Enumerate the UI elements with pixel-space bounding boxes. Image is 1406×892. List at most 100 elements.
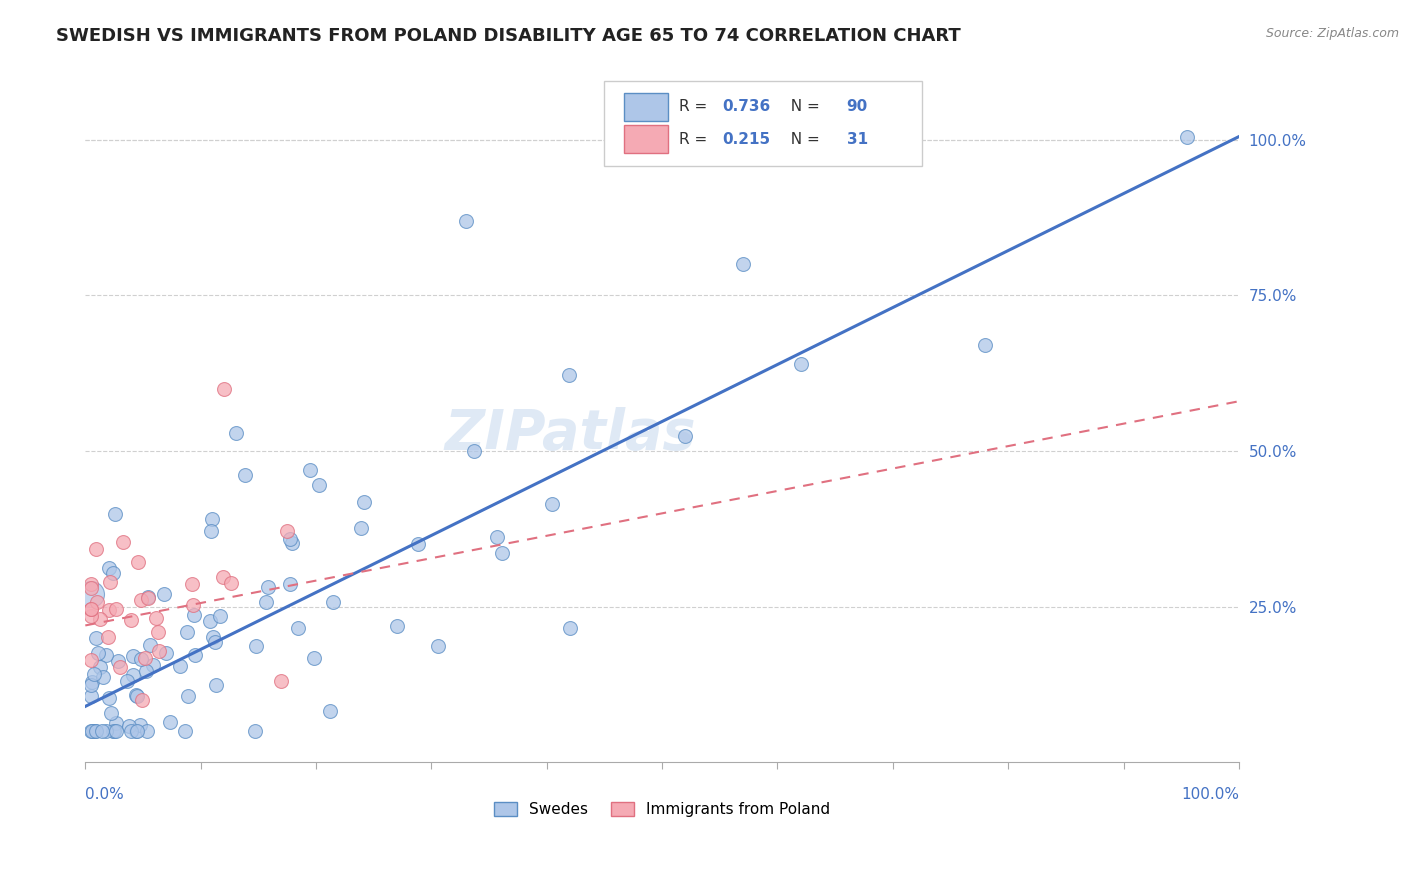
- Point: [80, 724, 103, 739]
- Point: [485, 530, 508, 544]
- Point: [86, 595, 108, 609]
- Point: [89, 612, 111, 626]
- Point: [104, 602, 127, 616]
- Point: [80, 724, 103, 739]
- Legend: Swedes, Immigrants from Poland: Swedes, Immigrants from Poland: [488, 796, 837, 823]
- Bar: [624, 126, 668, 153]
- Point: [406, 537, 429, 551]
- Point: [353, 495, 375, 509]
- Point: [115, 673, 138, 688]
- Point: [80, 678, 103, 692]
- Point: [558, 368, 581, 382]
- Point: [80, 653, 103, 667]
- Point: [128, 718, 150, 732]
- Point: [80, 602, 103, 616]
- Point: [201, 512, 224, 526]
- Point: [94, 648, 117, 662]
- Point: [427, 639, 450, 653]
- Point: [120, 613, 142, 627]
- Point: [104, 724, 127, 739]
- Point: [169, 658, 191, 673]
- Point: [103, 724, 125, 739]
- Point: [122, 649, 145, 664]
- Point: [100, 706, 122, 720]
- Point: [135, 724, 157, 739]
- Point: [129, 593, 152, 607]
- Point: [107, 654, 129, 668]
- Point: [287, 621, 309, 635]
- Point: [276, 524, 298, 538]
- Point: [145, 611, 167, 625]
- Point: [454, 213, 477, 227]
- Point: [91, 670, 114, 684]
- Point: [281, 536, 304, 550]
- Text: N =: N =: [780, 99, 824, 114]
- Point: [318, 704, 340, 718]
- Text: R =: R =: [679, 132, 713, 146]
- Point: [152, 586, 174, 600]
- Point: [104, 507, 127, 521]
- Point: [124, 688, 146, 702]
- Point: [125, 724, 148, 739]
- Point: [974, 338, 997, 352]
- Point: [560, 621, 582, 635]
- Point: [463, 443, 485, 458]
- Point: [176, 624, 198, 639]
- Point: [1175, 129, 1198, 144]
- Point: [108, 659, 131, 673]
- Point: [205, 677, 228, 691]
- Point: [181, 599, 204, 613]
- Point: [212, 570, 235, 584]
- Point: [103, 724, 125, 739]
- Point: [198, 614, 221, 628]
- Point: [212, 382, 235, 396]
- Point: [138, 590, 160, 604]
- Point: [349, 521, 371, 535]
- Text: ZIPatlas: ZIPatlas: [444, 407, 696, 460]
- Text: 0.736: 0.736: [723, 99, 770, 114]
- Point: [83, 724, 105, 739]
- Point: [243, 724, 266, 739]
- Text: N =: N =: [780, 132, 824, 146]
- Text: Source: ZipAtlas.com: Source: ZipAtlas.com: [1265, 27, 1399, 40]
- Point: [134, 651, 156, 665]
- Point: [98, 603, 121, 617]
- Text: R =: R =: [679, 99, 713, 114]
- Point: [80, 675, 103, 690]
- Point: [84, 724, 107, 739]
- Point: [256, 580, 278, 594]
- FancyBboxPatch shape: [605, 81, 922, 167]
- Point: [135, 664, 157, 678]
- Point: [96, 724, 118, 739]
- Point: [118, 718, 141, 732]
- Text: 31: 31: [846, 132, 868, 146]
- Point: [159, 714, 181, 729]
- Bar: [624, 93, 668, 120]
- Point: [245, 640, 267, 654]
- Point: [125, 690, 148, 704]
- Point: [127, 555, 149, 569]
- Point: [84, 541, 107, 556]
- Point: [142, 657, 165, 672]
- Point: [209, 608, 232, 623]
- Text: 100.0%: 100.0%: [1181, 788, 1239, 802]
- Point: [673, 429, 696, 443]
- Point: [731, 257, 754, 271]
- Point: [83, 666, 105, 681]
- Point: [278, 577, 301, 591]
- Point: [83, 724, 105, 739]
- Point: [80, 689, 103, 703]
- Point: [120, 724, 142, 739]
- Point: [80, 587, 103, 601]
- Point: [233, 467, 256, 482]
- Point: [97, 690, 120, 705]
- Point: [131, 693, 153, 707]
- Point: [124, 724, 146, 739]
- Point: [148, 644, 170, 658]
- Point: [298, 463, 321, 477]
- Point: [322, 595, 344, 609]
- Point: [129, 651, 152, 665]
- Point: [177, 689, 200, 703]
- Point: [183, 607, 205, 622]
- Point: [139, 638, 162, 652]
